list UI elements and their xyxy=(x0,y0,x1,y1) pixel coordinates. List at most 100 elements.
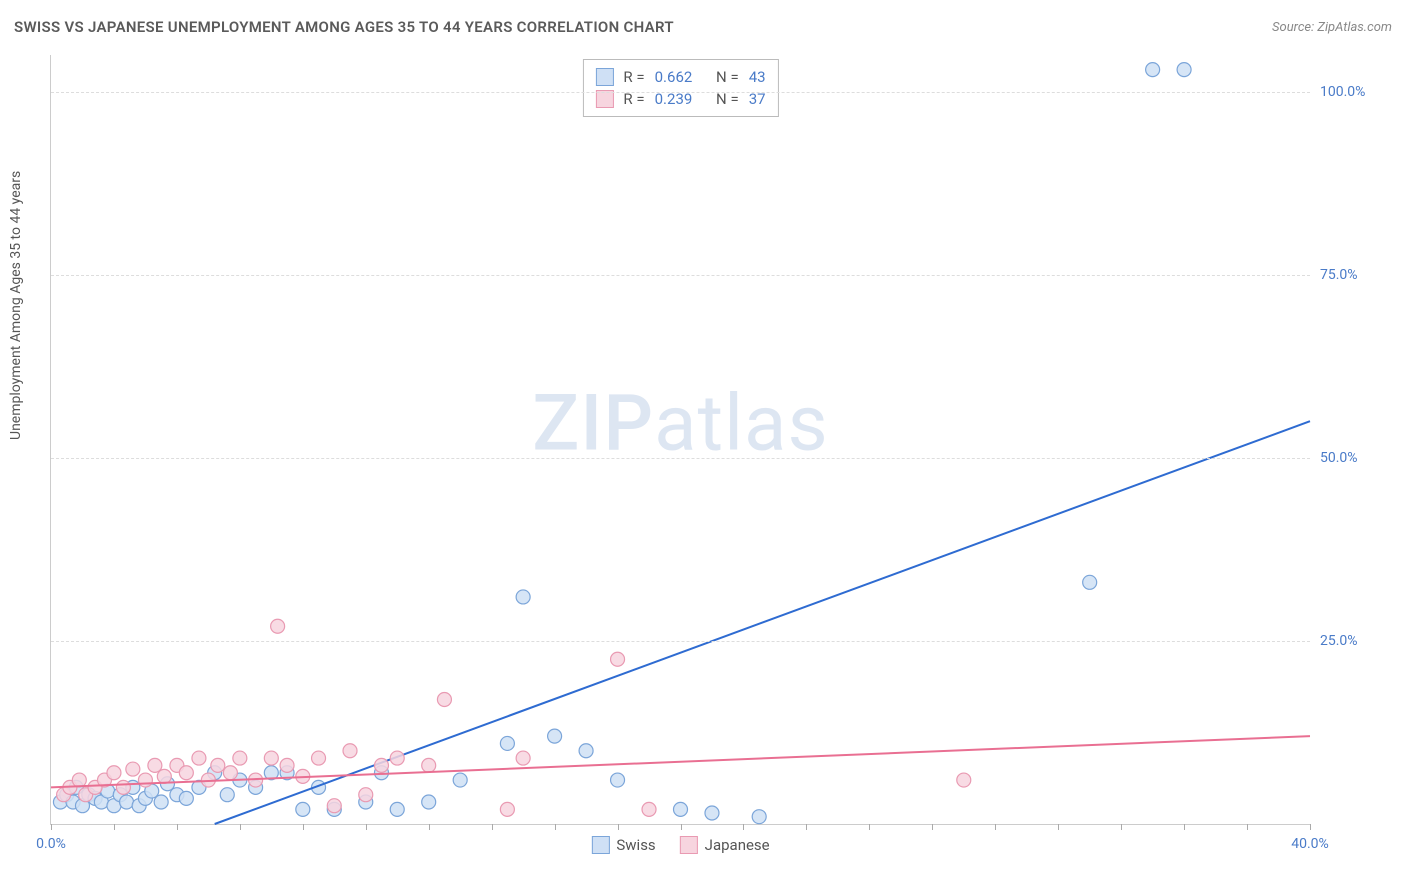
data-point xyxy=(343,744,357,758)
data-point xyxy=(957,773,971,787)
data-point xyxy=(674,802,688,816)
data-point xyxy=(422,795,436,809)
data-point xyxy=(179,791,193,805)
x-tick xyxy=(366,824,367,830)
data-point xyxy=(179,766,193,780)
legend-swatch-japanese xyxy=(680,836,698,854)
x-tick xyxy=(932,824,933,830)
stats-legend-row-swiss: R = 0.662 N = 43 xyxy=(595,66,765,88)
data-point xyxy=(126,762,140,776)
x-tick xyxy=(240,824,241,830)
plot-svg xyxy=(51,55,1310,824)
data-point xyxy=(107,766,121,780)
data-point xyxy=(359,788,373,802)
data-point xyxy=(116,780,130,794)
x-tick xyxy=(995,824,996,830)
y-axis-label: Unemployment Among Ages 35 to 44 years xyxy=(8,171,24,440)
r-value-swiss: 0.662 xyxy=(655,68,693,86)
y-tick-label: 25.0% xyxy=(1320,633,1380,649)
gridline xyxy=(51,92,1310,93)
data-point xyxy=(390,802,404,816)
data-point xyxy=(138,773,152,787)
x-tick xyxy=(51,824,52,830)
n-value-japanese: 37 xyxy=(749,90,766,108)
x-tick-label: 40.0% xyxy=(1291,836,1329,852)
data-point xyxy=(390,751,404,765)
data-point xyxy=(611,773,625,787)
data-point xyxy=(154,795,168,809)
x-tick xyxy=(681,824,682,830)
data-point xyxy=(327,799,341,813)
x-tick xyxy=(303,824,304,830)
data-point xyxy=(223,766,237,780)
data-point xyxy=(516,751,530,765)
data-point xyxy=(548,729,562,743)
x-tick xyxy=(1121,824,1122,830)
gridline xyxy=(51,641,1310,642)
title-bar: SWISS VS JAPANESE UNEMPLOYMENT AMONG AGE… xyxy=(14,18,1392,36)
data-point xyxy=(72,773,86,787)
data-point xyxy=(233,751,247,765)
data-point xyxy=(1146,63,1160,77)
data-point xyxy=(157,769,171,783)
x-tick-label: 0.0% xyxy=(36,836,66,852)
data-point xyxy=(516,590,530,604)
chart-title: SWISS VS JAPANESE UNEMPLOYMENT AMONG AGE… xyxy=(14,18,674,36)
data-point xyxy=(264,751,278,765)
data-point xyxy=(280,758,294,772)
data-point xyxy=(1177,63,1191,77)
n-label: N = xyxy=(716,68,739,86)
x-tick xyxy=(1058,824,1059,830)
source-label: Source: ZipAtlas.com xyxy=(1272,20,1392,35)
legend-bottom: Swiss Japanese xyxy=(591,836,769,854)
legend-label-japanese: Japanese xyxy=(705,836,770,854)
x-tick xyxy=(492,824,493,830)
r-value-japanese: 0.239 xyxy=(655,90,693,108)
data-point xyxy=(296,802,310,816)
data-point xyxy=(211,758,225,772)
stats-legend: R = 0.662 N = 43 R = 0.239 N = 37 xyxy=(582,59,778,117)
data-point xyxy=(453,773,467,787)
gridline xyxy=(51,275,1310,276)
x-tick xyxy=(555,824,556,830)
r-label: R = xyxy=(623,90,644,108)
x-tick xyxy=(618,824,619,830)
legend-label-swiss: Swiss xyxy=(616,836,655,854)
x-tick xyxy=(743,824,744,830)
x-tick xyxy=(1184,824,1185,830)
y-tick-label: 75.0% xyxy=(1320,267,1380,283)
legend-item-swiss: Swiss xyxy=(591,836,655,854)
data-point xyxy=(752,810,766,824)
data-point xyxy=(120,795,134,809)
x-tick xyxy=(869,824,870,830)
legend-swatch-swiss xyxy=(591,836,609,854)
data-point xyxy=(1083,575,1097,589)
n-value-swiss: 43 xyxy=(749,68,766,86)
swatch-swiss xyxy=(595,68,613,86)
data-point xyxy=(642,802,656,816)
x-tick xyxy=(806,824,807,830)
data-point xyxy=(374,758,388,772)
x-tick xyxy=(1247,824,1248,830)
x-tick xyxy=(114,824,115,830)
r-label: R = xyxy=(623,68,644,86)
plot-area: ZIPatlas R = 0.662 N = 43 R = 0.239 N = … xyxy=(50,55,1310,825)
data-point xyxy=(611,652,625,666)
y-tick-label: 50.0% xyxy=(1320,450,1380,466)
x-tick xyxy=(177,824,178,830)
x-tick xyxy=(1310,824,1311,830)
data-point xyxy=(705,806,719,820)
data-point xyxy=(579,744,593,758)
chart-container: SWISS VS JAPANESE UNEMPLOYMENT AMONG AGE… xyxy=(0,0,1406,892)
data-point xyxy=(271,619,285,633)
swatch-japanese xyxy=(595,90,613,108)
data-point xyxy=(437,692,451,706)
gridline xyxy=(51,458,1310,459)
data-point xyxy=(500,802,514,816)
data-point xyxy=(422,758,436,772)
y-tick-label: 100.0% xyxy=(1320,84,1380,100)
data-point xyxy=(312,751,326,765)
legend-item-japanese: Japanese xyxy=(680,836,770,854)
n-label: N = xyxy=(716,90,739,108)
data-point xyxy=(500,736,514,750)
